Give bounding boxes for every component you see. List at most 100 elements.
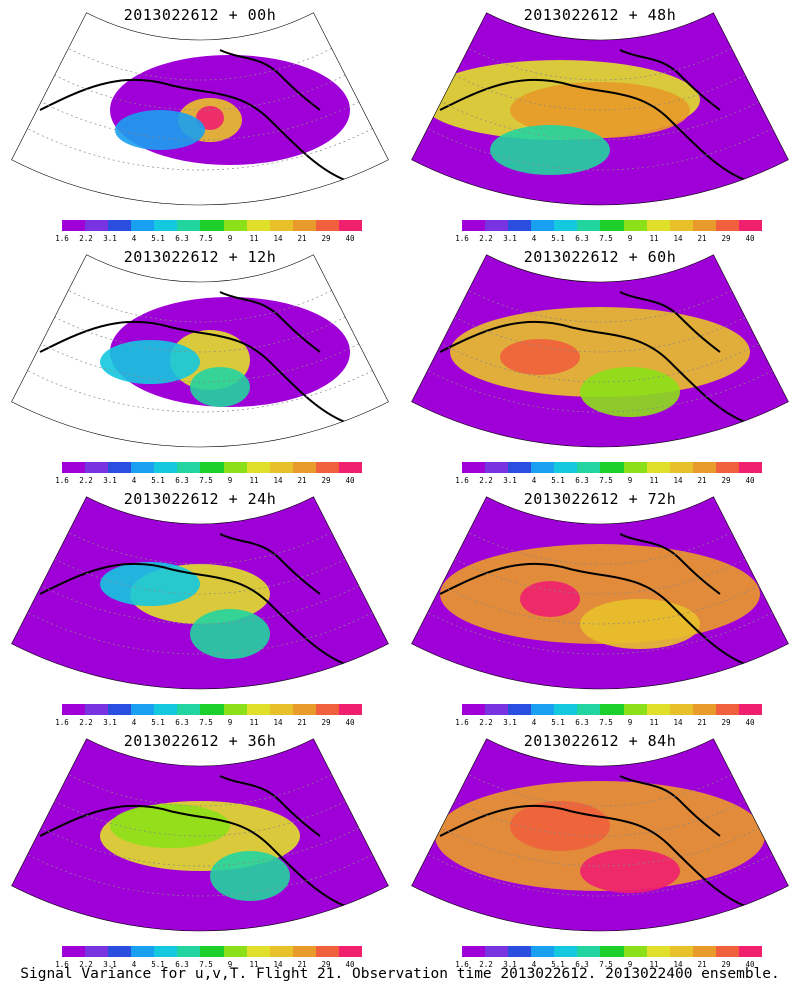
forecast-map xyxy=(411,254,789,448)
colorbar-swatch xyxy=(200,462,224,473)
colorbar-swatch xyxy=(669,704,693,715)
colorbar-swatch xyxy=(223,462,247,473)
colorbar-swatch xyxy=(177,946,201,957)
graticule xyxy=(54,74,346,111)
colorbar-tick-label: 7.5 xyxy=(599,960,613,969)
colorbar-swatch xyxy=(669,220,693,231)
colorbar-swatch xyxy=(462,704,486,715)
colorbar-tick-label: 4 xyxy=(531,960,537,969)
colorbar-tick-label: 7.5 xyxy=(599,234,613,243)
colorbar-swatch xyxy=(462,946,486,957)
colorbar-tick-label: 4 xyxy=(531,718,537,727)
colorbar-swatch xyxy=(646,220,670,231)
coastline xyxy=(439,775,746,907)
colorbar-tick-label: 5.1 xyxy=(151,960,165,969)
colorbar-swatch xyxy=(338,462,363,473)
graticule xyxy=(468,532,732,565)
colorbar-tick-label: 6.3 xyxy=(175,234,189,243)
colorbar-tick-label: 9 xyxy=(627,718,633,727)
colorbar-tick-label: 2.2 xyxy=(79,476,93,485)
colorbar-swatch xyxy=(715,220,739,231)
colorbar-swatch xyxy=(462,220,486,231)
colorbar-swatch xyxy=(315,946,339,957)
colorbar-tick-label: 40 xyxy=(745,718,755,727)
colorbar-swatch xyxy=(131,704,155,715)
variance-field xyxy=(196,106,224,130)
colorbar-swatch xyxy=(62,946,86,957)
colorbar-tick-label: 29 xyxy=(721,718,731,727)
colorbar-swatch xyxy=(738,704,763,715)
colorbar-tick-label: 11 xyxy=(249,718,259,727)
colorbar-swatch xyxy=(692,462,716,473)
colorbar-swatch xyxy=(292,220,316,231)
graticule xyxy=(54,558,346,595)
colorbar-swatch xyxy=(531,220,555,231)
colorbar-ticks: 1.6 2.2 3.1 4 5.1 6.3 7.5 9 11 14 21 29 40 xyxy=(50,234,370,244)
colorbar-tick-label: 21 xyxy=(297,476,307,485)
colorbar-tick-label: 2.2 xyxy=(79,718,93,727)
panel-title: 2013022612 + 00h xyxy=(123,6,277,24)
variance-field xyxy=(580,849,680,893)
colorbar-tick-label: 40 xyxy=(345,234,355,243)
colorbar-tick-label: 14 xyxy=(673,476,683,485)
colorbar-tick-label: 14 xyxy=(273,234,283,243)
colorbar-tick-label: 2.2 xyxy=(79,960,93,969)
colorbar-ticks: 1.6 2.2 3.1 4 5.1 6.3 7.5 9 11 14 21 29 40 xyxy=(450,960,770,970)
map-panel: 2013022612 + 36h 1.6 2.2 3.1 4 5.1 6.3 7.5 9 11 14… xyxy=(0,726,400,969)
colorbar-tick-label: 7.5 xyxy=(599,476,613,485)
graticule xyxy=(454,558,746,595)
colorbar-tick-label: 11 xyxy=(249,476,259,485)
colorbar-swatch xyxy=(554,946,578,957)
colorbar-tick-label: 5.1 xyxy=(551,960,565,969)
colorbar-tick-label: 4 xyxy=(131,960,137,969)
colorbar-tick-label: 11 xyxy=(649,476,659,485)
colorbar xyxy=(462,462,763,473)
colorbar-swatch xyxy=(738,946,763,957)
colorbar-swatch xyxy=(108,462,132,473)
colorbar xyxy=(462,220,763,231)
colorbar-swatch xyxy=(600,220,624,231)
colorbar-swatch xyxy=(131,946,155,957)
colorbar-tick-label: 6.3 xyxy=(575,718,589,727)
colorbar-swatch xyxy=(623,220,647,231)
forecast-map xyxy=(11,12,389,206)
colorbar-tick-label: 40 xyxy=(345,476,355,485)
colorbar-swatch xyxy=(715,462,739,473)
colorbar-tick-label: 29 xyxy=(721,476,731,485)
graticule xyxy=(454,316,746,353)
colorbar-swatch xyxy=(715,704,739,715)
forecast-map xyxy=(11,254,389,448)
colorbar-tick-label: 2.2 xyxy=(479,476,493,485)
variance-field xyxy=(490,125,610,175)
colorbar-tick-label: 2.2 xyxy=(479,234,493,243)
colorbar-tick-label: 5.1 xyxy=(151,234,165,243)
colorbar-tick-label: 1.6 xyxy=(455,960,469,969)
colorbar-swatch xyxy=(692,704,716,715)
colorbar-tick-label: 1.6 xyxy=(55,234,69,243)
colorbar-tick-label: 1.6 xyxy=(455,718,469,727)
colorbar-swatch xyxy=(246,462,270,473)
colorbar-swatch xyxy=(131,462,155,473)
colorbar-tick-label: 3.1 xyxy=(503,234,517,243)
colorbar-tick-label: 7.5 xyxy=(599,718,613,727)
colorbar-swatch xyxy=(508,220,532,231)
colorbar-swatch xyxy=(85,946,109,957)
colorbar-swatch xyxy=(692,946,716,957)
colorbar-swatch xyxy=(223,704,247,715)
colorbar-tick-label: 29 xyxy=(721,960,731,969)
colorbar-swatch xyxy=(269,946,293,957)
colorbar xyxy=(62,220,363,231)
colorbar-swatch xyxy=(485,704,509,715)
colorbar-tick-label: 11 xyxy=(249,960,259,969)
colorbar-tick-label: 1.6 xyxy=(55,476,69,485)
colorbar-tick-label: 5.1 xyxy=(151,718,165,727)
colorbar-tick-label: 29 xyxy=(321,234,331,243)
colorbar-swatch xyxy=(554,704,578,715)
colorbar-tick-label: 4 xyxy=(531,476,537,485)
coastline xyxy=(439,533,746,665)
colorbar-swatch xyxy=(600,462,624,473)
colorbar-swatch xyxy=(154,462,178,473)
colorbar-swatch xyxy=(292,946,316,957)
colorbar-swatch xyxy=(154,704,178,715)
variance-field xyxy=(580,599,700,649)
